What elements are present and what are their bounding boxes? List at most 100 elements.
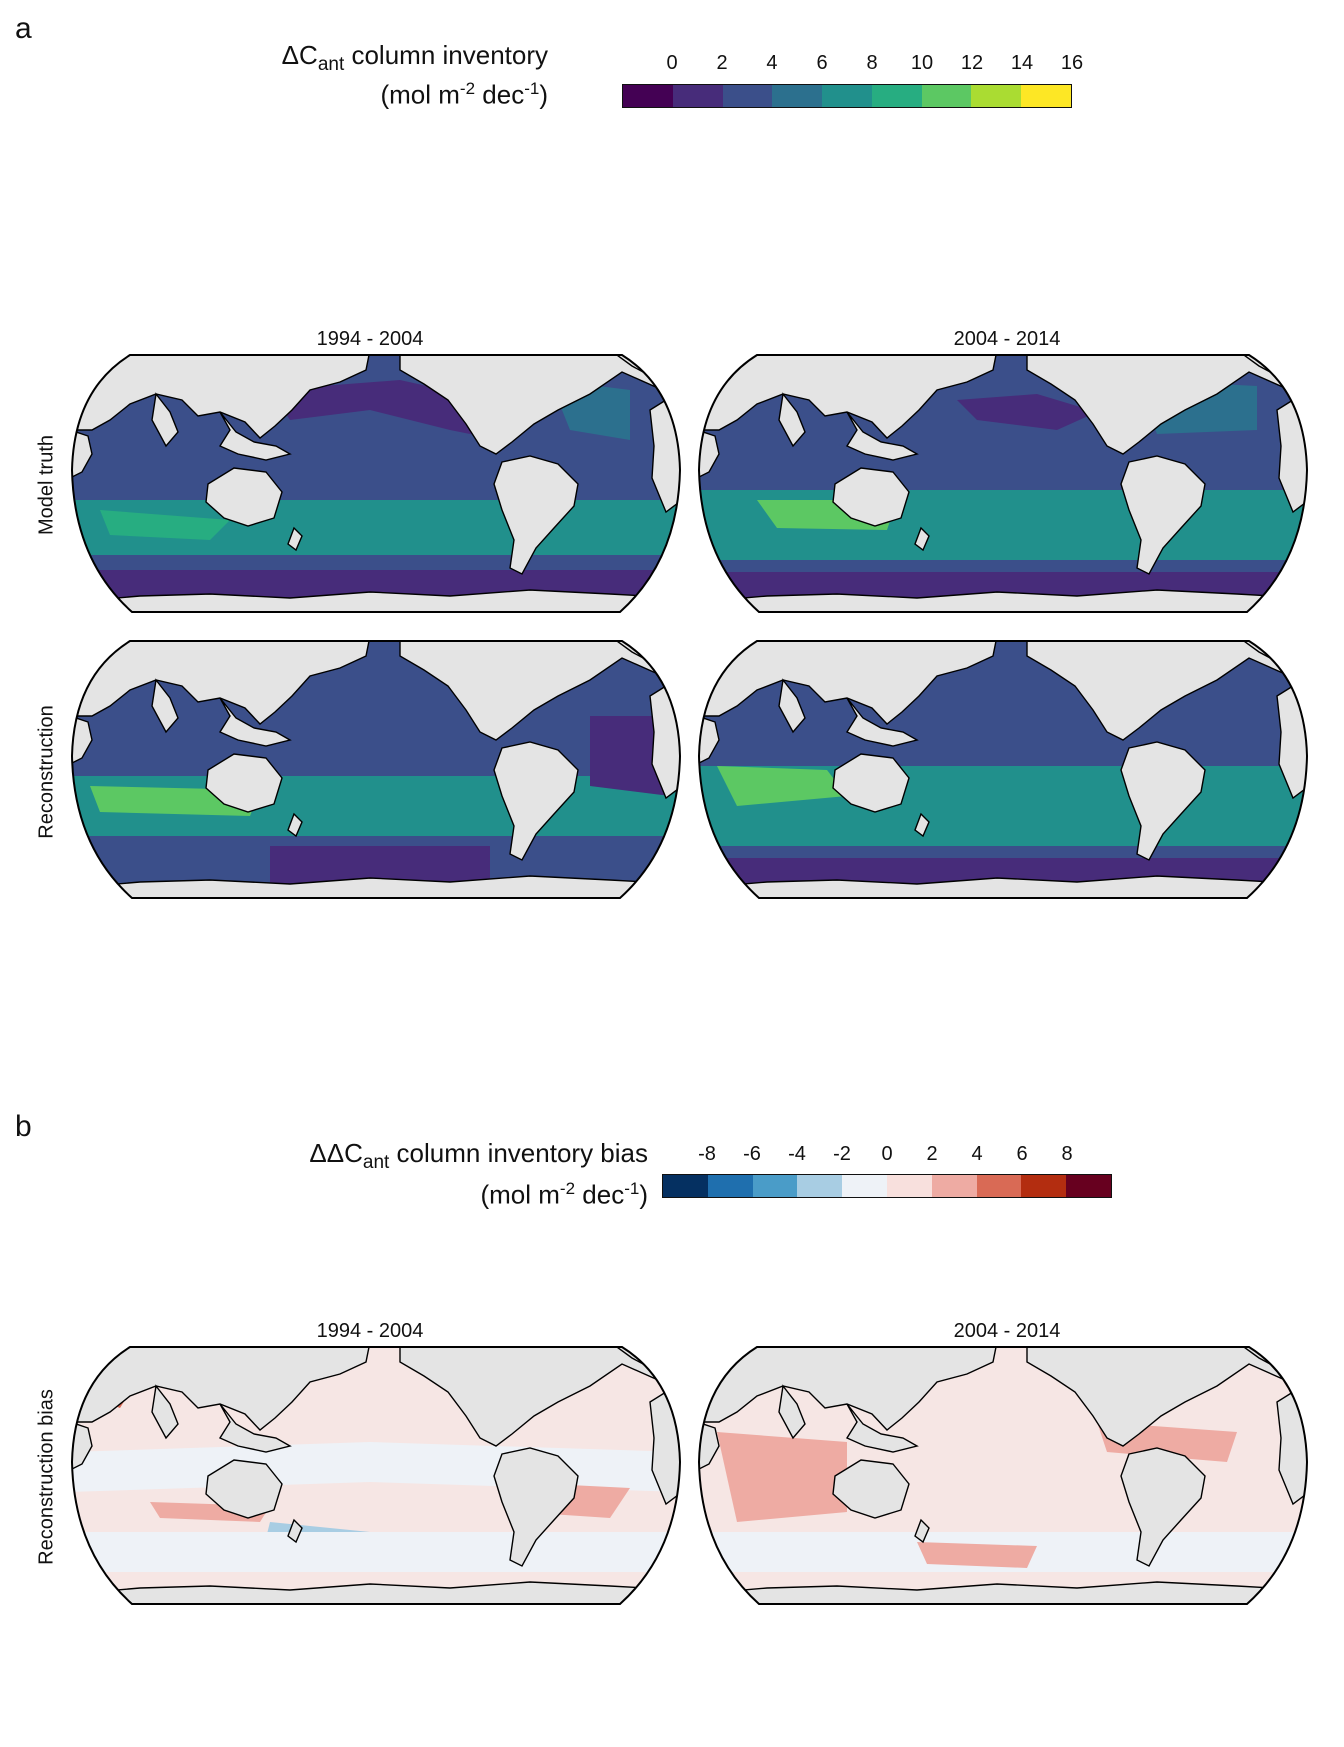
landmass [699, 641, 998, 725]
colorbar-tick-label: -8 [698, 1143, 716, 1165]
landmass [778, 678, 806, 734]
colorbar-tick-label: 2 [716, 52, 728, 74]
colorbar-b-ticks: -8 -6 -4 -2 0 2 4 6 8 [662, 1143, 1112, 1165]
landmass [493, 1447, 579, 1567]
landmass [1120, 455, 1206, 575]
colorbar-tick-label: -2 [833, 1143, 851, 1165]
map-model-truth-2004-2014 [697, 354, 1309, 613]
colorbar-swatch [931, 1175, 977, 1197]
colorbar-a-units: (mol m-2 dec-1) [380, 79, 548, 110]
colorbar-tick-label: 0 [666, 52, 678, 74]
colorbar-a [622, 84, 1072, 108]
map-frame [697, 640, 1309, 899]
colorbar-swatch [663, 1175, 708, 1197]
column-title-a-2004-2014: 2004 - 2014 [953, 328, 1061, 350]
colorbar-tick-label: 0 [881, 1143, 893, 1165]
ocean-field-region [717, 1432, 847, 1522]
landmass [218, 1403, 292, 1453]
landmass [287, 526, 303, 552]
landmass [832, 753, 910, 813]
landmass [72, 1347, 371, 1431]
landmass [151, 678, 179, 734]
colorbar-tick-label: -4 [788, 1143, 806, 1165]
ocean-field-region [957, 394, 1097, 430]
colorbar-tick-label: 8 [1061, 1143, 1073, 1165]
colorbar-a-title: ΔCant column inventory [281, 40, 548, 76]
map-bias-1994-2004 [70, 1346, 682, 1605]
landmass [205, 467, 283, 527]
landmass [151, 392, 179, 448]
colorbar-tick-label: 12 [960, 52, 984, 74]
landmass [218, 697, 292, 747]
colorbar-tick-label: 6 [816, 52, 828, 74]
map-model-truth-1994-2004 [70, 354, 682, 613]
map-reconstruction-1994-2004 [70, 640, 682, 899]
colorbar-swatch [1021, 85, 1072, 107]
colorbar-b-units: (mol m-2 dec-1) [480, 1179, 648, 1210]
landmass [493, 455, 579, 575]
landmass [699, 875, 1307, 898]
column-title-a-1994-2004: 1994 - 2004 [316, 328, 424, 350]
colorbar-tick-label: 8 [866, 52, 878, 74]
colorbar-tick-label: 4 [766, 52, 778, 74]
landmass [72, 1581, 680, 1604]
colorbar-tick-label: -6 [743, 1143, 761, 1165]
colorbar-swatch [752, 1175, 798, 1197]
landmass [832, 1459, 910, 1519]
colorbar-swatch [707, 1175, 753, 1197]
colorbar-swatch [772, 85, 823, 107]
colorbar-swatch [1021, 1175, 1067, 1197]
landmass [205, 753, 283, 813]
colorbar-swatch [976, 1175, 1022, 1197]
landmass [699, 1581, 1307, 1604]
colorbar-swatch [842, 1175, 887, 1197]
colorbar-tick-label: 10 [910, 52, 934, 74]
landmass [72, 875, 680, 898]
ocean-field-region [590, 716, 670, 796]
map-frame [697, 354, 1309, 613]
ocean-field-region [917, 1542, 1037, 1568]
colorbar-swatch [886, 1175, 932, 1197]
landmass [699, 589, 1307, 612]
column-title-b-2004-2014: 2004 - 2014 [953, 1320, 1061, 1342]
colorbar-tick-label: 4 [971, 1143, 983, 1165]
colorbar-tick-label: 2 [926, 1143, 938, 1165]
landmass [72, 641, 371, 725]
panel-b-label: b [15, 1110, 32, 1143]
map-frame [70, 354, 682, 613]
colorbar-swatch [871, 85, 922, 107]
landmass [699, 355, 998, 439]
map-frame [70, 1346, 682, 1605]
landmass [778, 1384, 806, 1440]
map-bias-2004-2014 [697, 1346, 1309, 1605]
colorbar-b [662, 1174, 1112, 1198]
map-frame [70, 640, 682, 899]
colorbar-tick-label: 6 [1016, 1143, 1028, 1165]
row-label-model-truth: Model truth [35, 434, 58, 536]
landmass [1120, 1447, 1206, 1567]
map-reconstruction-2004-2014 [697, 640, 1309, 899]
colorbar-swatch [921, 85, 972, 107]
landmass [832, 467, 910, 527]
ocean-field-region [717, 766, 847, 806]
colorbar-swatch [1066, 1175, 1111, 1197]
landmass [287, 1518, 303, 1544]
colorbar-b-title: ΔΔCant column inventory bias [309, 1138, 648, 1174]
landmass [205, 1459, 283, 1519]
colorbar-swatch [672, 85, 723, 107]
landmass [914, 1518, 930, 1544]
landmass [914, 812, 930, 838]
map-frame [697, 1346, 1309, 1605]
landmass [914, 526, 930, 552]
landmass [845, 411, 919, 461]
colorbar-swatch [822, 85, 872, 107]
landmass [1120, 741, 1206, 861]
landmass [699, 1347, 998, 1431]
landmass [845, 697, 919, 747]
colorbar-swatch [722, 85, 773, 107]
ocean-field-region [100, 510, 230, 540]
colorbar-swatch [971, 85, 1022, 107]
colorbar-a-ticks: 0 2 4 6 8 10 12 14 16 [622, 52, 1083, 74]
row-label-reconstruction: Reconstruction [35, 705, 58, 839]
landmass [72, 355, 371, 439]
